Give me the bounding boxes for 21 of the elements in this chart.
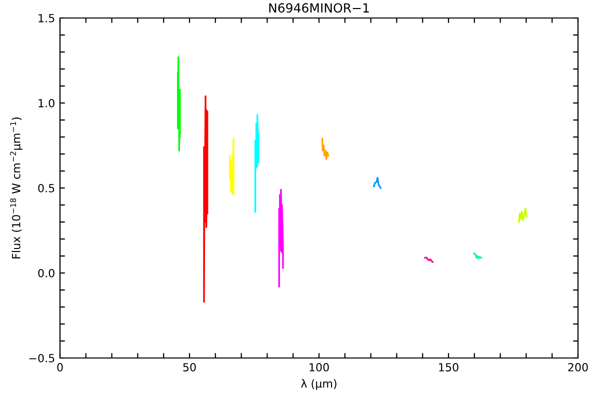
x-tick-label: 200: [568, 363, 588, 372]
line-series: [254, 114, 260, 213]
y-axis-title: Flux (10$^{−18}$ W cm$^{−2}$μm$^{−1}$): [10, 118, 22, 258]
x-tick-label: 150: [439, 363, 458, 372]
x-tick-label: 0: [57, 363, 63, 372]
y-tick-label: 1.5: [38, 14, 54, 22]
line-series: [373, 176, 382, 189]
chart-title: N6946MINOR−1: [269, 3, 369, 13]
y-tick-label: 1.0: [38, 98, 54, 108]
line-series: [278, 188, 284, 288]
line-series: [203, 95, 208, 303]
y-tick-label: −0.5: [29, 354, 54, 362]
line-series: [322, 138, 330, 160]
x-tick-label: 100: [310, 363, 329, 372]
line-series: [229, 138, 234, 196]
x-tick-label: 50: [183, 363, 196, 372]
x-axis-title: λ (μm): [300, 379, 336, 390]
line-series: [518, 208, 528, 223]
y-tick-label: 0.5: [38, 184, 54, 192]
line-series: [177, 56, 181, 152]
y-tick-label: 0.0: [38, 268, 54, 278]
